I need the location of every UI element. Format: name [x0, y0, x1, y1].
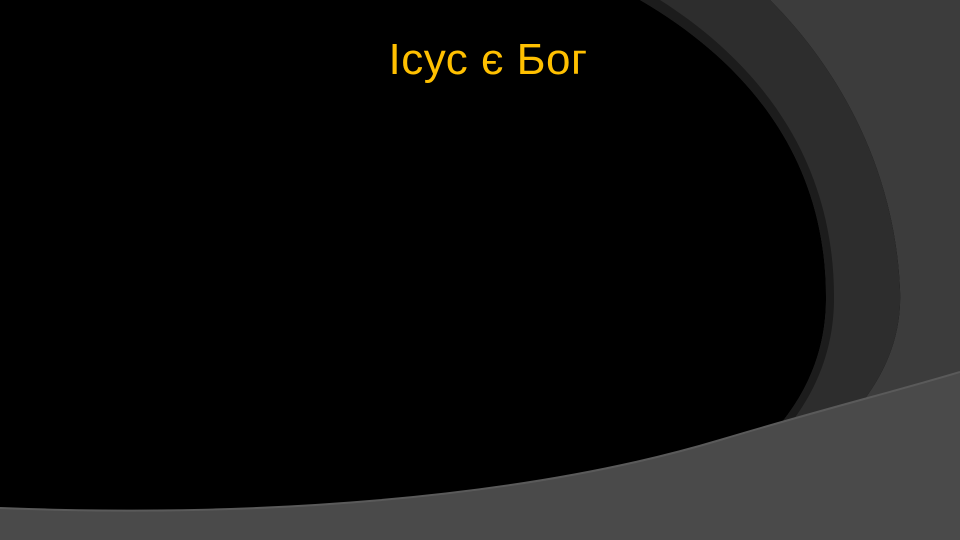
swoosh-band-bottom: [0, 372, 960, 540]
swoosh-highlight-line: [0, 371, 960, 512]
slide-title: Ісус є Бог: [388, 35, 588, 84]
swoosh-band-middle: [620, 0, 901, 540]
